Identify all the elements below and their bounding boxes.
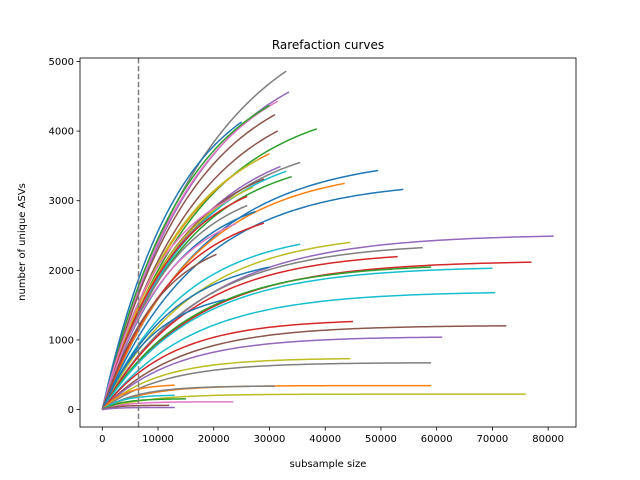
x-tick-label: 0 [99,434,105,445]
y-axis: 0 1000 2000 3000 4000 5000 [49,57,80,416]
series-line-6 [101,121,243,410]
series-line-50 [102,404,170,411]
series-line-44 [101,385,276,411]
series-line-42 [101,362,432,411]
x-tick-label: 50000 [365,434,397,445]
series-line-3 [101,100,279,410]
series-line-25 [101,222,265,410]
series-line-48 [101,398,186,411]
x-tick-label: 70000 [476,434,508,445]
series-line-30 [101,253,217,410]
series-line-20 [101,195,248,410]
x-tick-label: 20000 [198,434,230,445]
x-tick-label: 60000 [421,434,453,445]
axes-frame [79,57,577,428]
series-line-31 [101,255,398,410]
x-tick-label: 40000 [309,434,341,445]
series-line-41 [101,357,351,411]
chart-title: Rarefaction curves [272,38,384,52]
x-axis-label: subsample size [290,459,367,470]
y-tick-label: 4000 [49,127,74,138]
y-tick-label: 1000 [49,335,74,346]
y-tick-label: 5000 [49,57,74,68]
series-line-10 [101,158,259,410]
series-line-46 [102,393,526,411]
series-line-49 [102,401,234,411]
series-line-27 [101,243,301,410]
series-line-47 [101,394,175,411]
series-line-21 [101,198,231,410]
y-tick-label: 2000 [49,266,74,277]
series-line-35 [101,266,270,410]
series-line-4 [101,104,270,410]
y-tick-label: 3000 [49,196,74,207]
series-line-45 [101,384,175,411]
x-axis: 0 10000 20000 30000 40000 50000 60000 70000 8000… [99,427,564,445]
series-line-33 [101,266,432,410]
x-tick-label: 10000 [142,434,174,445]
series-line-40 [101,336,443,411]
plot-area [101,58,554,427]
series-line-29 [101,246,423,410]
series-line-39 [101,325,507,411]
series-line-34 [101,267,493,411]
series-line-24 [101,222,237,410]
series-line-17 [101,182,345,410]
series-line-36 [101,291,496,411]
y-axis-label: number of unique ASVs [17,183,28,301]
series-line-23 [101,210,256,410]
x-tick-label: 80000 [532,434,564,445]
series-line-32 [101,261,532,411]
series-line-5 [101,113,276,410]
series-line-38 [101,320,354,411]
x-tick-label: 30000 [254,434,286,445]
series-line-37 [101,299,226,410]
y-tick-label: 0 [68,405,74,416]
